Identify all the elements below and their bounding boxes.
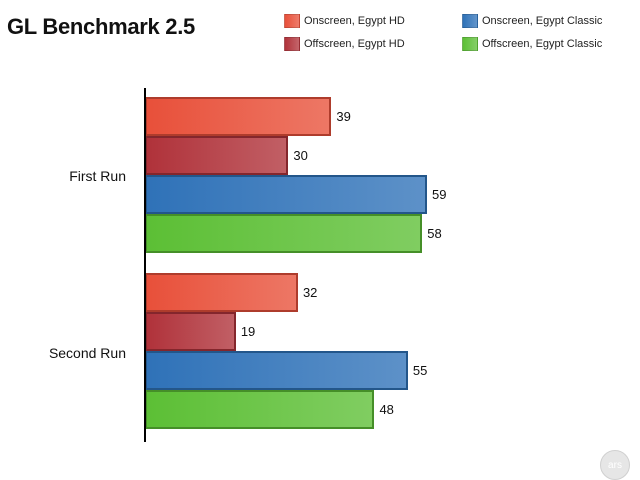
bar-first-run-series-4: [145, 214, 423, 253]
y-axis-line: [144, 88, 146, 442]
legend-swatch: [462, 37, 478, 51]
chart-title: GL Benchmark 2.5: [7, 14, 195, 39]
legend-item-onscreen-egypt-hd: Onscreen, Egypt HD: [284, 14, 405, 28]
bar-first-run-series-1: [145, 97, 332, 136]
bar-second-run-series-1: [145, 273, 298, 312]
value-label: 59: [432, 187, 447, 202]
legend-swatch: [284, 14, 300, 28]
ars-watermark-logo: ars: [600, 450, 630, 480]
value-label: 32: [302, 285, 318, 300]
legend-label: Offscreen, Egypt Classic: [482, 38, 603, 50]
category-label-first-run: First Run: [69, 168, 126, 184]
legend-swatch: [284, 37, 300, 51]
value-label: 39: [336, 109, 351, 124]
legend-item-offscreen-egypt-classic: Offscreen, Egypt Classic: [462, 37, 602, 51]
bar-second-run-series-4: [145, 390, 375, 429]
bar-second-run-series-2: [145, 312, 236, 351]
value-label: 58: [427, 226, 442, 241]
legend-swatch: [462, 14, 478, 28]
legend-label: Onscreen, Egypt HD: [304, 15, 405, 27]
value-label: 19: [240, 324, 256, 339]
value-label: 55: [412, 363, 428, 378]
bar-first-run-series-3: [145, 175, 428, 214]
category-label-second-run: Second Run: [48, 345, 126, 361]
legend-item-offscreen-egypt-hd: Offscreen, Egypt HD: [284, 37, 405, 51]
value-label: 30: [293, 148, 308, 163]
legend-label: Onscreen, Egypt Classic: [482, 15, 603, 27]
value-label: 48: [379, 402, 394, 417]
legend-label: Offscreen, Egypt HD: [304, 38, 405, 50]
bar-second-run-series-3: [145, 351, 408, 390]
legend-item-onscreen-egypt-classic: Onscreen, Egypt Classic: [462, 14, 602, 28]
bar-first-run-series-2: [145, 136, 289, 175]
legend: Onscreen, Egypt HD Offscreen, Egypt HD O…: [0, 0, 640, 60]
